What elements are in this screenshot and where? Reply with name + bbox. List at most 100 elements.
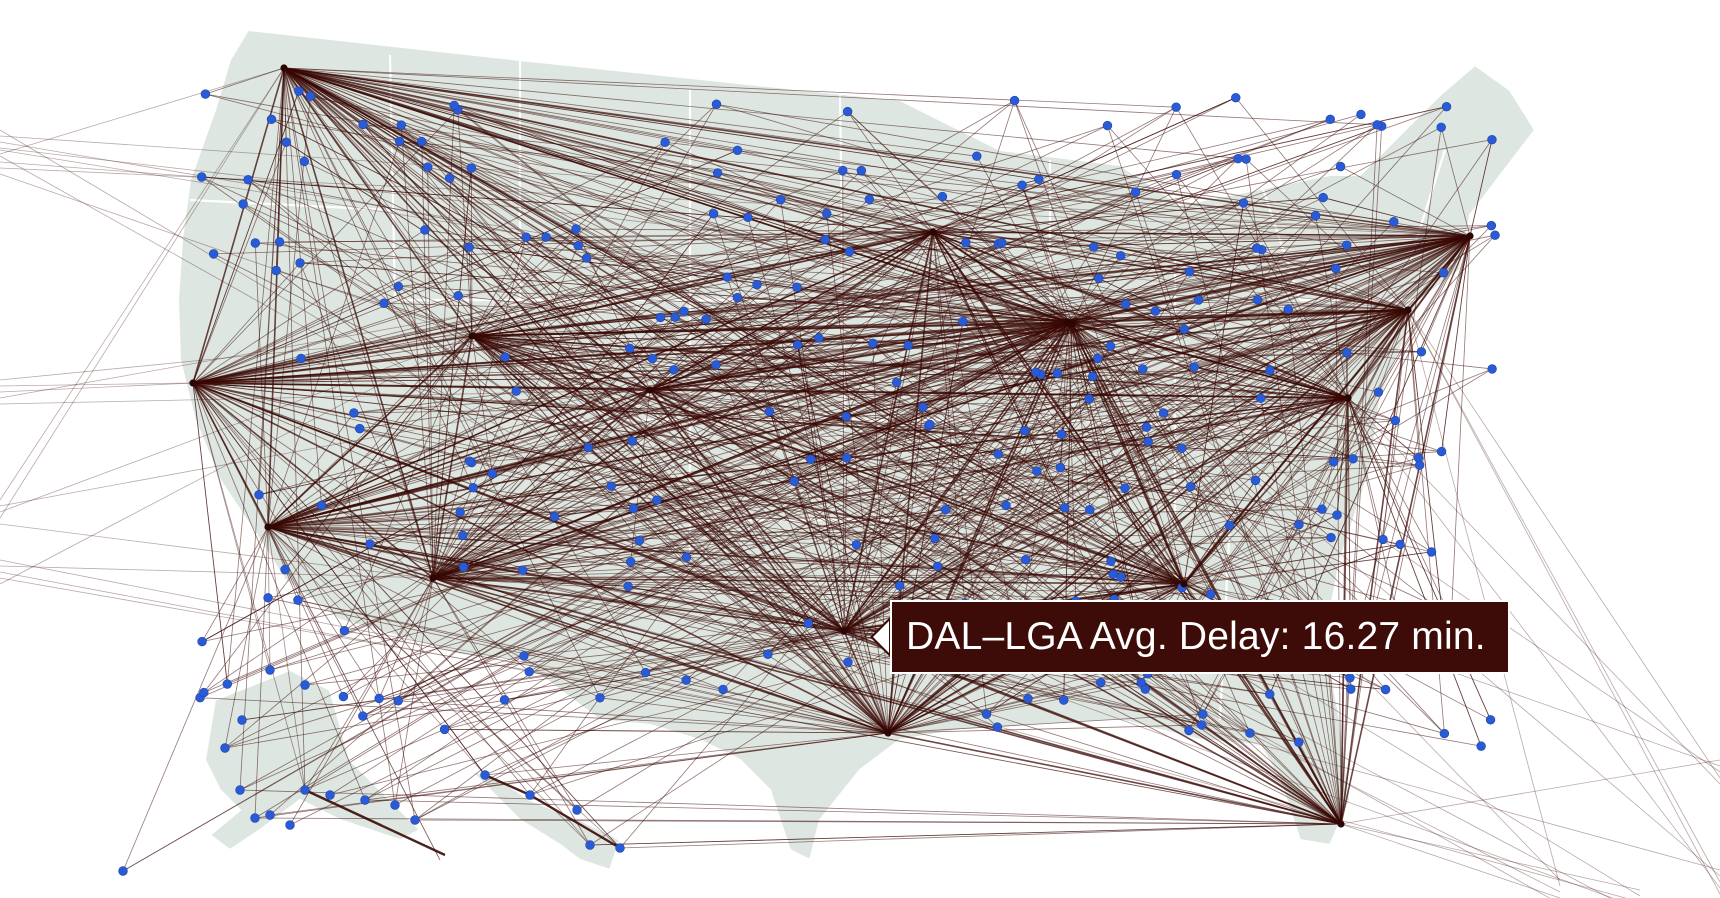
airport-marker[interactable] [669,365,679,375]
airport-marker[interactable] [458,530,468,541]
airport-marker[interactable] [711,99,722,109]
airport-marker[interactable] [583,442,594,453]
airport-marker[interactable] [1265,689,1275,699]
airport-marker[interactable] [894,581,905,591]
airport-marker[interactable] [930,533,940,544]
airport-marker[interactable] [981,709,992,719]
airport-marker[interactable] [549,512,560,522]
airport-marker[interactable] [410,815,420,825]
airport-marker[interactable] [732,292,743,303]
airport-marker[interactable] [932,561,943,572]
airport-marker[interactable] [1019,426,1030,436]
airport-marker[interactable] [1185,481,1196,492]
airport-marker[interactable] [200,89,211,99]
airport-marker[interactable] [625,557,636,567]
airport-marker[interactable] [595,693,605,703]
airport-marker[interactable] [1105,341,1116,351]
airport-marker[interactable] [365,539,375,549]
airport-marker[interactable] [1096,677,1106,688]
airport-marker[interactable] [1331,263,1341,274]
airport-marker[interactable] [524,667,534,677]
airport-marker[interactable] [1055,462,1066,473]
airport-marker[interactable] [814,333,824,343]
airport-marker[interactable] [752,279,762,290]
airport-marker[interactable] [294,86,304,96]
airport-marker[interactable] [250,813,260,823]
airport-marker[interactable] [1130,187,1141,197]
airport-marker[interactable] [1198,709,1208,719]
airport-marker[interactable] [1141,422,1152,432]
airport-marker[interactable] [358,119,368,130]
airport-marker[interactable] [1373,387,1384,397]
airport-marker[interactable] [265,810,275,820]
airport-marker[interactable] [868,338,878,349]
airport-marker[interactable] [1436,446,1447,457]
airport-marker[interactable] [1380,684,1391,695]
airport-marker[interactable] [316,500,327,511]
airport-marker[interactable] [396,120,406,130]
airport-marker[interactable] [1184,725,1194,736]
airport-marker[interactable] [295,258,305,268]
airport-marker[interactable] [628,503,639,514]
airport-marker[interactable] [466,163,477,173]
airport-marker[interactable] [265,665,275,675]
airport-marker[interactable] [701,314,711,324]
airport-marker[interactable] [1294,737,1304,747]
airport-marker[interactable] [1017,180,1027,190]
airport-marker[interactable] [820,234,830,245]
airport-marker[interactable] [1001,500,1011,511]
airport-marker[interactable] [660,137,670,147]
airport-marker[interactable] [285,820,295,830]
airport-marker[interactable] [1171,102,1181,112]
hub-airport-marker[interactable] [468,332,476,340]
airport-marker[interactable] [655,312,666,323]
airport-marker[interactable] [1184,267,1195,277]
airport-marker[interactable] [712,168,723,178]
airport-marker[interactable] [1233,154,1243,164]
airport-marker[interactable] [1335,161,1346,172]
airport-marker[interactable] [1325,114,1336,125]
airport-marker[interactable] [1085,505,1095,515]
airport-marker[interactable] [1106,556,1116,566]
airport-marker[interactable] [1031,367,1041,377]
airport-marker[interactable] [1116,251,1126,261]
airport-marker[interactable] [1332,510,1342,520]
hub-airport-marker[interactable] [1466,232,1474,240]
airport-marker[interactable] [997,238,1007,248]
airport-marker[interactable] [1023,693,1033,704]
airport-marker[interactable] [841,453,852,463]
airport-marker[interactable] [993,449,1003,459]
airport-marker[interactable] [1372,120,1382,130]
airport-marker[interactable] [1441,101,1452,112]
airport-marker[interactable] [1102,120,1113,131]
airport-marker[interactable] [652,495,662,505]
hub-airport-marker[interactable] [1404,306,1412,314]
airport-marker[interactable] [841,411,851,422]
hub-airport-marker[interactable] [1180,580,1188,588]
airport-marker[interactable] [220,743,230,753]
airport-marker[interactable] [640,667,651,678]
airport-marker[interactable] [1310,210,1321,221]
airport-marker[interactable] [393,696,403,706]
airport-marker[interactable] [1416,347,1427,357]
airport-marker[interactable] [958,316,968,327]
airport-marker[interactable] [238,199,248,209]
airport-marker[interactable] [1486,220,1497,231]
airport-marker[interactable] [468,483,478,493]
airport-marker[interactable] [1342,240,1352,250]
airport-marker[interactable] [300,680,310,690]
airport-marker[interactable] [1120,483,1130,493]
airport-marker[interactable] [299,156,310,167]
airport-marker[interactable] [1056,429,1067,440]
airport-marker[interactable] [623,581,633,592]
hub-airport-marker[interactable] [884,729,892,737]
airport-marker[interactable] [1171,169,1182,180]
airport-marker[interactable] [449,100,459,111]
airport-marker[interactable] [280,564,290,575]
airport-marker[interactable] [379,298,389,308]
hub-airport-marker[interactable] [1344,394,1352,402]
airport-marker[interactable] [992,722,1003,732]
airport-marker[interactable] [764,406,775,417]
airport-marker[interactable] [615,843,625,853]
airport-marker[interactable] [1283,304,1294,314]
